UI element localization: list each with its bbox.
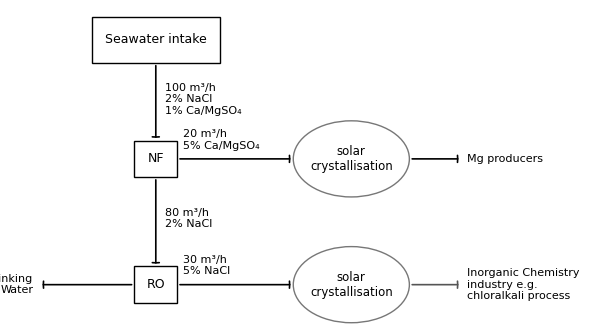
Text: solar
crystallisation: solar crystallisation	[310, 271, 393, 299]
Text: Seawater intake: Seawater intake	[105, 33, 207, 46]
Text: 30 m³/h
5% NaCl: 30 m³/h 5% NaCl	[183, 255, 230, 276]
Text: RO: RO	[147, 278, 165, 291]
FancyBboxPatch shape	[92, 17, 220, 63]
Text: Inorganic Chemistry
industry e.g.
chloralkali process: Inorganic Chemistry industry e.g. chlora…	[467, 268, 580, 301]
Text: 20 m³/h
5% Ca/MgSO₄: 20 m³/h 5% Ca/MgSO₄	[183, 129, 260, 151]
Text: solar
crystallisation: solar crystallisation	[310, 145, 393, 173]
Ellipse shape	[293, 247, 409, 323]
Text: NF: NF	[147, 152, 164, 166]
FancyBboxPatch shape	[134, 266, 177, 303]
Text: Drinking
Water: Drinking Water	[0, 274, 34, 296]
Ellipse shape	[293, 121, 409, 197]
Text: Mg producers: Mg producers	[467, 154, 543, 164]
FancyBboxPatch shape	[134, 141, 177, 177]
Text: 100 m³/h
2% NaCl
1% Ca/MgSO₄: 100 m³/h 2% NaCl 1% Ca/MgSO₄	[165, 83, 241, 116]
Text: 80 m³/h
2% NaCl: 80 m³/h 2% NaCl	[165, 208, 213, 229]
